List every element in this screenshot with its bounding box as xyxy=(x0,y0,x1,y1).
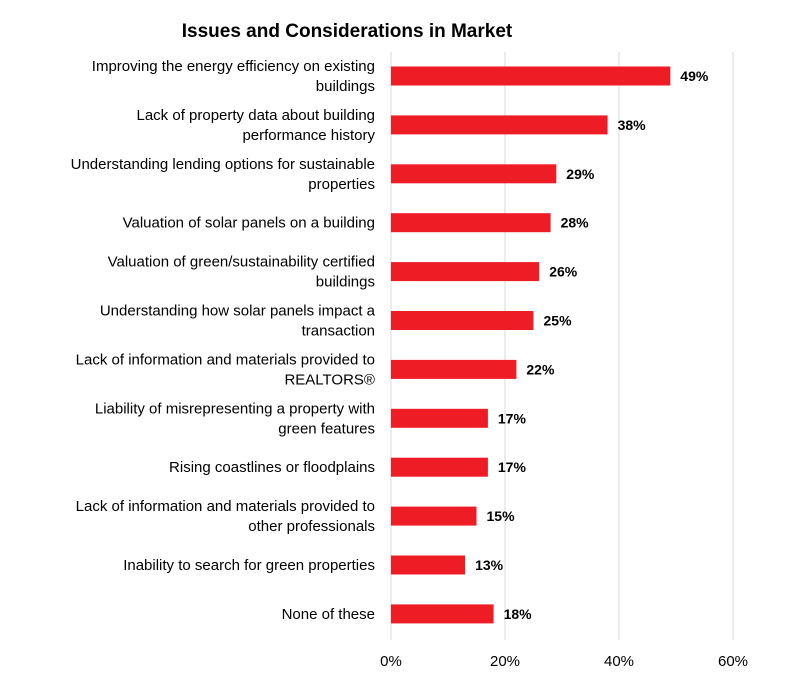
category-labels: Improving the energy efficiency on exist… xyxy=(71,58,376,623)
category-label: Lack of property data about building perf… xyxy=(137,107,376,144)
data-label: 25% xyxy=(544,313,573,329)
data-label: 15% xyxy=(487,508,516,524)
value-labels: 49% 38% 29% 28% 26% 25% 22% 17% 17% 15% 13% 18% xyxy=(475,68,709,622)
category-label: Inability to search for green properties xyxy=(123,557,375,574)
bar xyxy=(391,604,494,624)
category-label: Rising coastlines or floodplains xyxy=(169,459,375,476)
category-label: Liability of misrepresenting a property … xyxy=(95,400,375,437)
bars xyxy=(391,66,671,624)
bar xyxy=(391,555,466,575)
bar xyxy=(391,66,671,86)
bar xyxy=(391,262,540,282)
data-label: 29% xyxy=(566,166,595,182)
x-tick-label: 0% xyxy=(380,653,402,670)
data-label: 26% xyxy=(549,264,578,280)
bar xyxy=(391,115,608,135)
data-label: 18% xyxy=(504,606,533,622)
bar xyxy=(391,359,517,379)
bar xyxy=(391,506,477,526)
data-label: 49% xyxy=(680,68,709,84)
category-label: Improving the energy efficiency on exist… xyxy=(92,58,375,95)
bar xyxy=(391,213,551,233)
data-label: 28% xyxy=(561,215,590,231)
category-label: Valuation of green/sustainability certif… xyxy=(108,254,375,291)
category-label: Lack of information and materials provid… xyxy=(76,498,375,535)
gridlines xyxy=(390,52,734,640)
bar xyxy=(391,164,557,184)
category-label: Valuation of solar panels on a building xyxy=(123,215,375,232)
data-label: 22% xyxy=(526,361,555,377)
category-label: Understanding lending options for sustai… xyxy=(71,156,375,193)
data-label: 38% xyxy=(618,117,647,133)
chart-title: Issues and Considerations in Market xyxy=(182,21,513,42)
x-axis-ticks: 0% 20% 40% 60% xyxy=(380,653,748,670)
x-tick-label: 60% xyxy=(718,653,748,670)
x-tick-label: 40% xyxy=(604,653,634,670)
data-label: 17% xyxy=(498,410,527,426)
bar xyxy=(391,457,488,477)
bar xyxy=(391,408,488,428)
x-tick-label: 20% xyxy=(490,653,520,670)
category-label: None of these xyxy=(282,606,375,623)
category-label: Lack of information and materials provid… xyxy=(76,351,375,388)
data-label: 13% xyxy=(475,557,504,573)
data-label: 17% xyxy=(498,459,527,475)
bar xyxy=(391,311,534,330)
